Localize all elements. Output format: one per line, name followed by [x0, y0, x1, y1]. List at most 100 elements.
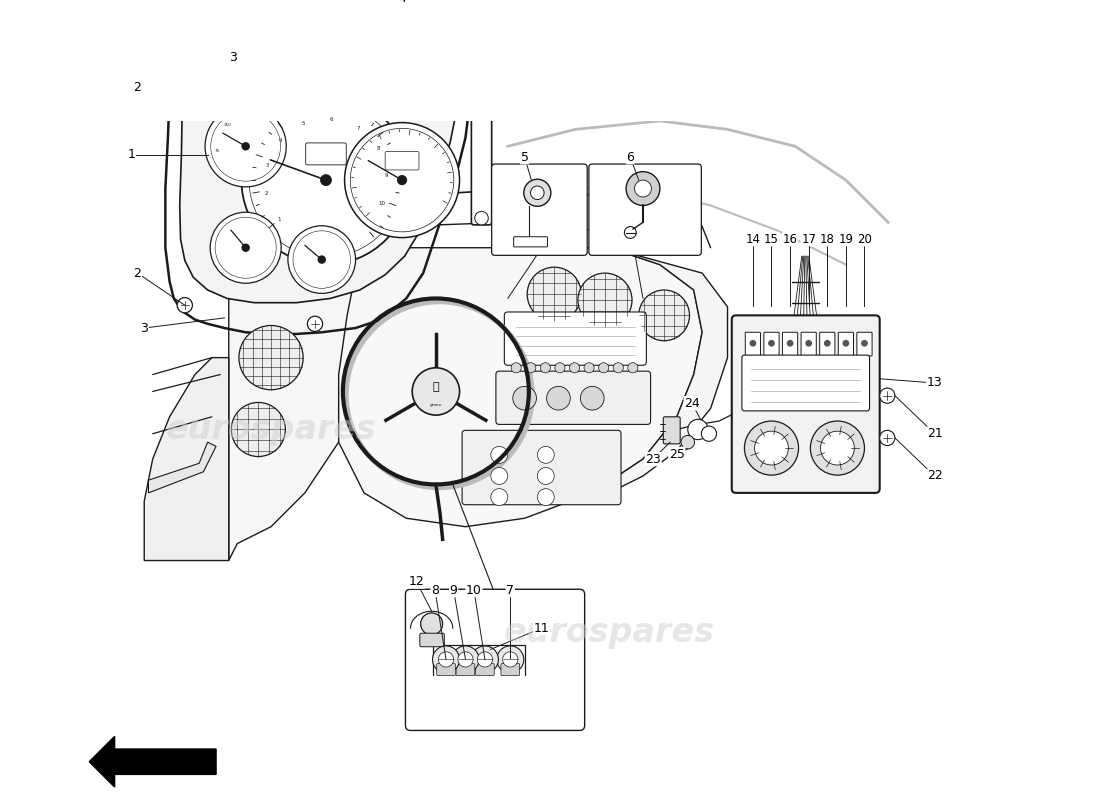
Circle shape [824, 340, 830, 346]
Text: 1: 1 [277, 217, 282, 222]
Circle shape [318, 255, 326, 264]
FancyBboxPatch shape [505, 312, 647, 366]
Circle shape [497, 646, 524, 673]
Circle shape [475, 211, 488, 225]
FancyBboxPatch shape [588, 164, 702, 255]
FancyBboxPatch shape [746, 332, 760, 356]
Text: 5: 5 [520, 150, 529, 164]
FancyBboxPatch shape [475, 664, 494, 675]
Circle shape [635, 180, 651, 197]
FancyBboxPatch shape [448, 60, 466, 72]
Text: 20: 20 [857, 233, 872, 246]
Text: 24: 24 [684, 397, 700, 410]
FancyBboxPatch shape [514, 237, 548, 247]
Text: 16: 16 [782, 233, 797, 246]
FancyBboxPatch shape [801, 332, 816, 356]
FancyBboxPatch shape [393, 42, 411, 54]
Circle shape [503, 652, 518, 667]
Text: 11: 11 [534, 622, 549, 634]
FancyBboxPatch shape [857, 332, 872, 356]
Text: 2: 2 [265, 191, 268, 196]
Text: 19: 19 [838, 233, 854, 246]
Text: 25: 25 [669, 447, 684, 461]
Polygon shape [592, 248, 727, 493]
Text: 4: 4 [278, 138, 282, 142]
Circle shape [749, 340, 757, 346]
Text: 10: 10 [378, 202, 385, 206]
Circle shape [527, 267, 581, 322]
Text: 2: 2 [133, 81, 142, 94]
Circle shape [231, 402, 285, 457]
Circle shape [843, 340, 849, 346]
Circle shape [570, 362, 580, 373]
Text: 9: 9 [385, 174, 388, 178]
Circle shape [598, 362, 608, 373]
Text: 21: 21 [927, 427, 943, 440]
FancyBboxPatch shape [306, 143, 346, 165]
Text: 3: 3 [229, 51, 236, 64]
Circle shape [861, 340, 868, 346]
Circle shape [239, 326, 304, 390]
FancyBboxPatch shape [420, 634, 444, 646]
Circle shape [639, 290, 690, 341]
Circle shape [537, 489, 554, 506]
Text: 15: 15 [764, 233, 779, 246]
Circle shape [786, 340, 793, 346]
Circle shape [241, 142, 250, 150]
Text: 7: 7 [356, 126, 360, 131]
Text: 1: 1 [128, 148, 135, 162]
FancyBboxPatch shape [741, 355, 869, 411]
Circle shape [745, 421, 799, 475]
Circle shape [512, 362, 521, 373]
Text: eurospares: eurospares [165, 413, 376, 446]
Circle shape [613, 362, 624, 373]
Circle shape [241, 243, 250, 252]
Text: 14: 14 [746, 233, 760, 246]
FancyBboxPatch shape [385, 151, 419, 170]
Circle shape [811, 421, 865, 475]
Circle shape [626, 172, 660, 206]
Circle shape [397, 175, 407, 185]
Circle shape [526, 362, 536, 373]
Circle shape [530, 186, 544, 199]
Text: 8: 8 [376, 146, 380, 151]
FancyBboxPatch shape [782, 332, 797, 356]
Circle shape [537, 446, 554, 463]
Polygon shape [229, 231, 364, 561]
Circle shape [210, 212, 282, 283]
Text: 🐎: 🐎 [432, 382, 439, 392]
Circle shape [177, 298, 192, 313]
FancyBboxPatch shape [437, 664, 455, 675]
Text: 75: 75 [216, 150, 220, 154]
Circle shape [581, 386, 604, 410]
Circle shape [821, 431, 855, 465]
FancyBboxPatch shape [732, 315, 880, 493]
Text: 9: 9 [450, 584, 458, 597]
Text: 23: 23 [646, 453, 661, 466]
Text: 150: 150 [223, 122, 231, 126]
Circle shape [768, 340, 774, 346]
Circle shape [681, 435, 694, 449]
Circle shape [439, 652, 453, 667]
Circle shape [432, 646, 460, 673]
Circle shape [420, 613, 442, 635]
Circle shape [475, 68, 488, 81]
FancyBboxPatch shape [472, 68, 492, 225]
Circle shape [452, 646, 478, 673]
Text: 3: 3 [141, 322, 149, 334]
Circle shape [547, 386, 570, 410]
FancyBboxPatch shape [496, 371, 650, 425]
Circle shape [584, 362, 594, 373]
Text: 13: 13 [927, 377, 943, 390]
Text: 3: 3 [265, 163, 268, 168]
Circle shape [755, 431, 789, 465]
Polygon shape [144, 358, 229, 561]
Text: 2: 2 [133, 266, 142, 279]
Circle shape [805, 340, 812, 346]
FancyBboxPatch shape [500, 664, 519, 675]
Text: 10: 10 [466, 584, 482, 597]
Text: 22: 22 [927, 470, 943, 482]
Text: 4: 4 [398, 0, 406, 5]
FancyBboxPatch shape [838, 332, 854, 356]
Circle shape [288, 226, 355, 294]
